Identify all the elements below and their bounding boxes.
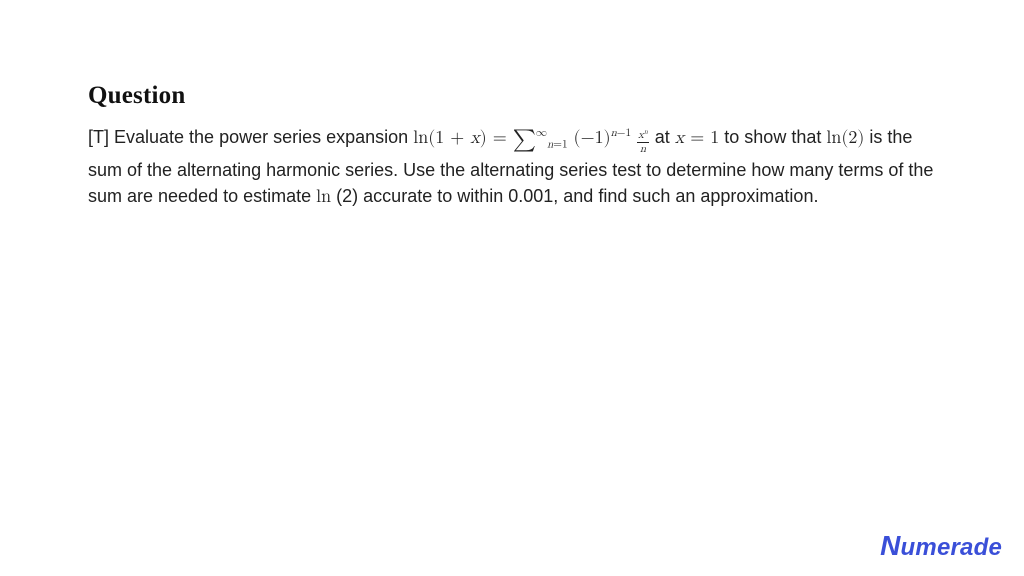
fraction: xn n xyxy=(637,130,649,155)
sum-upper-bound: ∞ xyxy=(536,128,547,139)
fraction-denominator: n xyxy=(637,143,649,155)
var-x-2: x xyxy=(675,129,685,147)
text-at: at xyxy=(655,127,675,147)
logo-initial: N xyxy=(880,530,900,561)
numerade-logo: Numerade xyxy=(880,530,1002,562)
equals-sign: = xyxy=(493,129,513,147)
paren-close: ) xyxy=(480,129,487,147)
term-exp-tail: −1 xyxy=(617,128,631,139)
logo-text-rest: umerade xyxy=(901,534,1002,561)
text-prefix: [T] Evaluate the power series expansion xyxy=(88,127,413,147)
fraction-numerator: xn xyxy=(637,130,649,143)
sum-lower-bound: n=1 xyxy=(547,140,567,151)
var-x: x xyxy=(470,129,480,147)
question-heading: Question xyxy=(88,82,936,110)
eq-val-1: = 1 xyxy=(684,129,719,147)
term-close: ) xyxy=(604,129,611,147)
frac-num-exp: n xyxy=(644,128,648,135)
sum-lower-eq: =1 xyxy=(553,140,567,151)
page: Question [T] Evaluate the power series e… xyxy=(0,0,1024,576)
one-plus: 1 + xyxy=(435,129,470,147)
text-sentence2b: accurate to within 0.001, and find such … xyxy=(363,186,818,206)
math-ln-word: ln xyxy=(316,188,331,206)
sum-symbol: ∑ xyxy=(513,129,536,151)
math-at-x1: x = 1 xyxy=(675,129,719,147)
text-tail1: to show that xyxy=(724,127,826,147)
term-neg1: −1 xyxy=(581,129,604,147)
paren-close-2: ) xyxy=(857,129,864,147)
fn-ln: ln xyxy=(413,129,428,147)
math-expansion: ln(1 + x) = ∑∞n=1 (−1)n−1 xn n xyxy=(413,129,655,147)
fn-ln-2: ln xyxy=(826,129,841,147)
text-ln-two-plain: (2) xyxy=(331,186,358,206)
term-open: ( xyxy=(574,129,581,147)
question-body: [T] Evaluate the power series expansion … xyxy=(88,124,936,210)
term-exponent: n−1 xyxy=(611,128,631,139)
math-ln2: ln(2) xyxy=(826,129,864,147)
